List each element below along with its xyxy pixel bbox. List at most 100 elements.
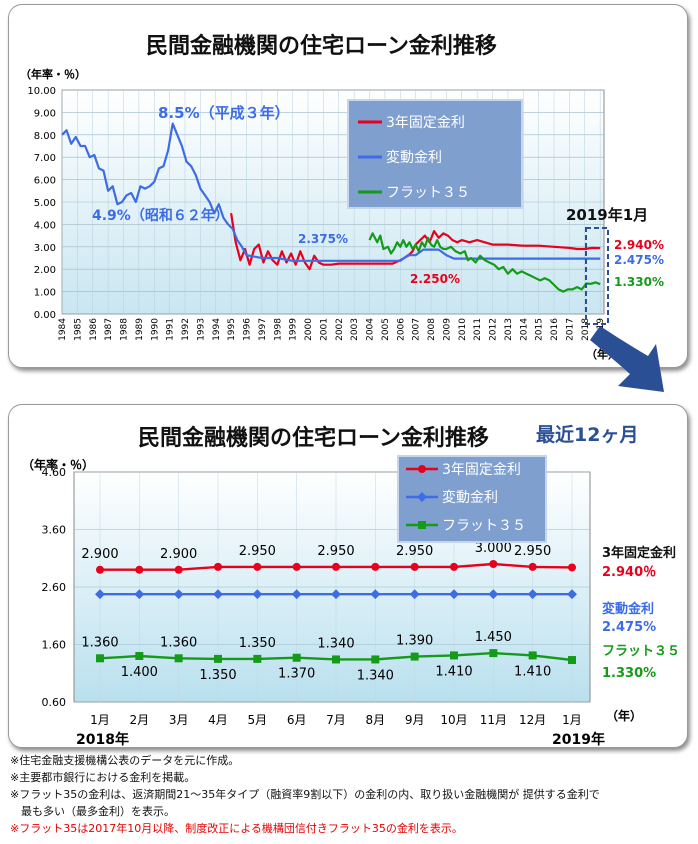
data-label: 1.370	[278, 667, 315, 682]
x-tick-label: 2月	[130, 713, 150, 727]
y-tick-label: 1.00	[34, 288, 56, 299]
data-point	[96, 565, 104, 574]
x-tick-label: 2007	[412, 318, 422, 341]
x-tick-label: 6月	[287, 713, 307, 727]
data-point	[174, 654, 183, 663]
x-tick-label: 5月	[248, 713, 268, 727]
annotation-label: 2.475%	[614, 253, 664, 267]
x-tick-label: 10月	[440, 713, 467, 727]
x-tick-label: 1986	[89, 318, 99, 341]
series-line	[61, 122, 601, 262]
x-tick-label: 11月	[480, 713, 507, 727]
x-tick-label: 1月	[90, 713, 110, 727]
y-tick-label: 3.60	[42, 524, 67, 537]
x-tick-label: 1996	[243, 318, 253, 341]
data-point	[488, 589, 499, 600]
end-label-name: 3年固定金利	[602, 545, 676, 561]
x-tick-label: 1995	[227, 318, 237, 341]
x-tick-label: 1984	[58, 318, 68, 341]
end-label-name: フラット３５	[602, 644, 680, 659]
data-label: 2.950	[514, 544, 551, 559]
data-point	[489, 649, 498, 658]
y-tick-label: 2.60	[42, 581, 67, 594]
x-tick-label: 1994	[212, 318, 222, 341]
data-label: 1.340	[357, 668, 394, 683]
end-label-name: 変動金利	[602, 601, 654, 617]
recent-chart-subtitle: 最近12ヶ月	[536, 424, 639, 446]
data-label: 2.950	[239, 544, 276, 559]
data-point	[568, 656, 576, 665]
data-point	[489, 560, 498, 568]
series-line	[368, 232, 601, 293]
x-tick-label: 1989	[135, 318, 145, 341]
data-point	[410, 562, 419, 571]
data-label: 1.360	[160, 635, 197, 650]
data-point	[214, 562, 222, 571]
data-label: 1.400	[121, 665, 158, 680]
data-point	[527, 589, 538, 600]
x-tick-label: 8月	[366, 713, 386, 727]
data-point	[253, 562, 262, 571]
x-tick-label: 2008	[427, 318, 437, 341]
x-tick-label: 2004	[366, 318, 376, 341]
data-point	[528, 562, 537, 571]
data-point	[213, 589, 223, 600]
data-point	[332, 655, 340, 664]
y-tick-label: 4.60	[42, 466, 67, 479]
x-tick-label: 2002	[335, 318, 345, 341]
x-tick-label: 2001	[319, 318, 329, 341]
recent-chart-title: 民間金融機関の住宅ローン金利推移	[138, 426, 489, 451]
data-label: 1.410	[514, 664, 551, 679]
x-tick-label: 2000	[304, 318, 314, 341]
x-tick-label: 2015	[535, 318, 545, 341]
recent-y-unit: （年率・％）	[22, 458, 95, 472]
footnote: ※住宅金融支援機構公表のデータを元に作成。	[10, 754, 240, 767]
data-point	[291, 589, 302, 600]
year-end-label: 2019年	[552, 731, 605, 748]
data-label: 1.360	[81, 635, 118, 650]
legend-marker	[418, 521, 426, 529]
y-tick-label: 5.00	[34, 198, 56, 209]
data-label: 2.900	[160, 547, 197, 562]
data-label: 1.450	[475, 630, 512, 645]
x-tick-label: 2013	[504, 318, 514, 341]
data-point	[292, 653, 301, 662]
data-point	[449, 589, 459, 600]
x-tick-label: 2005	[381, 318, 391, 341]
x-tick-label: 2017	[565, 318, 575, 341]
data-point	[253, 654, 262, 663]
data-point	[134, 589, 145, 600]
y-tick-label: 9.00	[34, 108, 56, 119]
y-tick-label: 8.00	[34, 131, 56, 142]
data-point	[214, 654, 222, 663]
long-term-chart-title: 民間金融機関の住宅ローン金利推移	[146, 34, 497, 59]
data-point	[370, 589, 381, 600]
footnote: 最も多い（最多金利）を表示。	[10, 805, 175, 818]
long-term-chart: 10.00 9.00 8.00 7.00 6.00 5.00 4.00 3.00 2.00 1.0…	[27, 86, 664, 392]
x-tick-label: 2018	[581, 318, 591, 341]
x-tick-label: 1992	[181, 318, 191, 341]
x-tick-label: 1997	[258, 318, 268, 341]
x-tick-label: 7月	[326, 713, 346, 727]
annotation-label: 2.940%	[614, 238, 664, 252]
x-tick-label: 2011	[473, 318, 483, 341]
data-point	[409, 589, 420, 600]
data-label: 1.340	[317, 636, 354, 651]
legend-label: フラット３５	[386, 185, 470, 201]
x-tick-label: 9月	[405, 713, 425, 727]
x-tick-label: 1985	[73, 318, 83, 341]
annotation-label: 4.9%（昭和６２年）	[92, 207, 229, 224]
x-tick-label: 1月	[562, 713, 582, 727]
y-tick-label: 7.00	[34, 153, 56, 164]
callout-label: 2019年1月	[566, 206, 648, 224]
annotation-label: 2.250%	[410, 272, 460, 286]
data-point	[450, 562, 458, 571]
data-label: 2.900	[81, 547, 118, 562]
annotation-label: 2.375%	[298, 232, 348, 246]
data-point	[135, 652, 144, 660]
footnote: ※フラット35の金利は、返済期間21～35年タイプ（融資率9割以下）の金利の内、…	[10, 788, 600, 801]
data-label: 2.950	[317, 544, 354, 559]
annotation-label: 1.330%	[614, 275, 664, 289]
footnote: ※主要都市銀行における金利を掲載。	[10, 771, 196, 784]
end-label-value: 1.330%	[602, 666, 656, 681]
